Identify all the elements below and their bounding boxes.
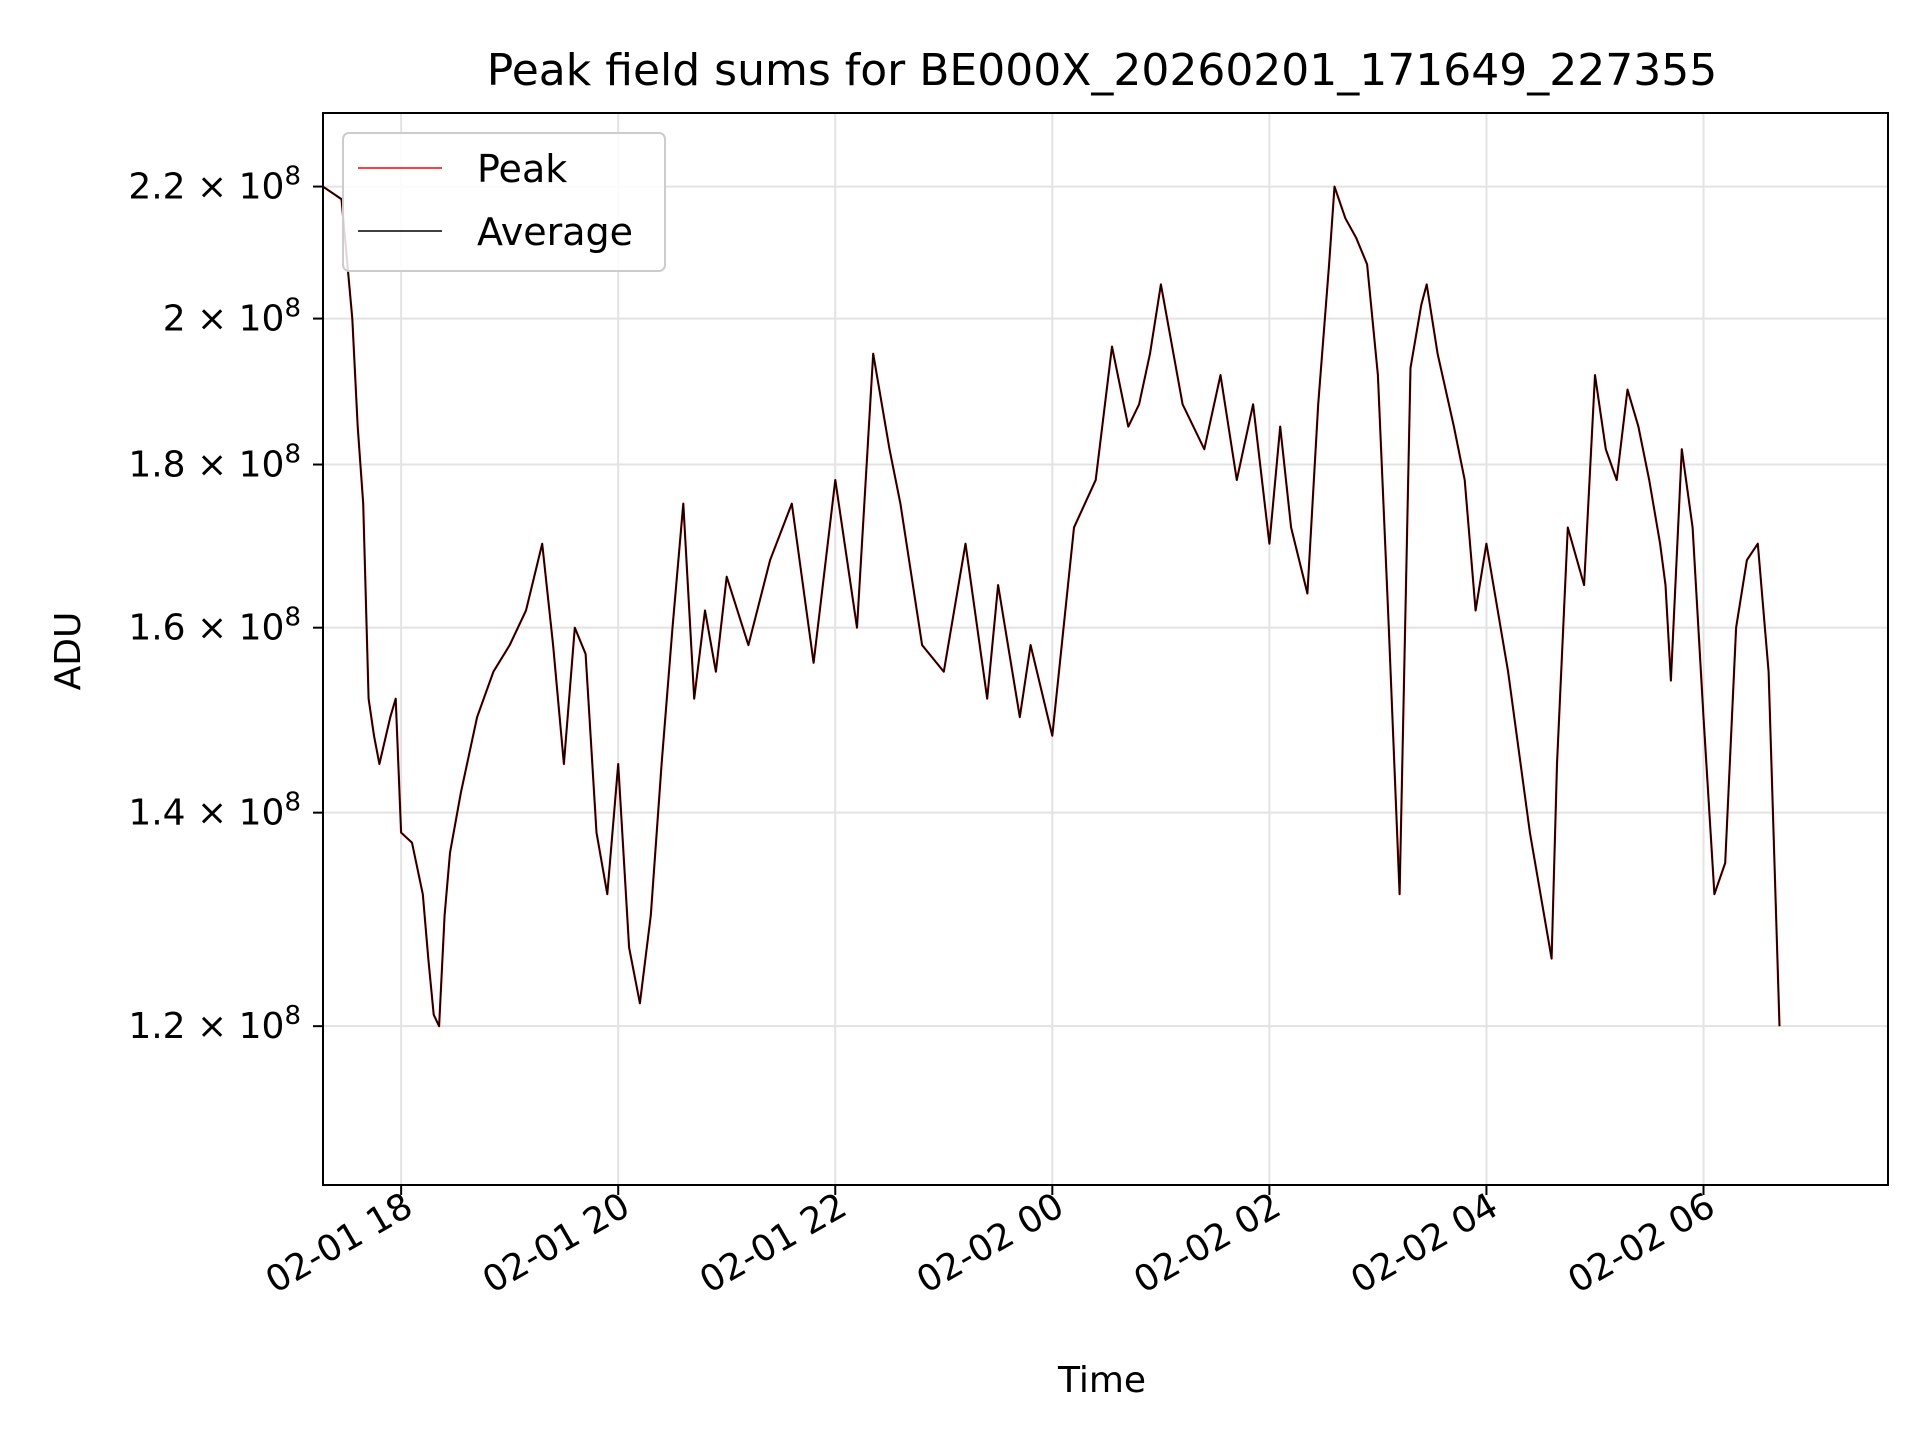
chart-title: Peak field sums for BE000X_20260201_1716…: [487, 45, 1717, 96]
x-tick-label: 02-01 20: [476, 1185, 637, 1301]
legend-label-average: Average: [477, 210, 633, 254]
y-tick-times: × 10: [186, 167, 285, 208]
series-line-average: [323, 185, 1781, 1027]
y-tick-times: × 10: [186, 793, 285, 834]
y-tick-mantissa: 1.8: [128, 445, 185, 486]
y-tick-mantissa: 2: [163, 299, 186, 340]
x-tick-label: 02-01 18: [259, 1185, 420, 1301]
x-tick-label: 02-02 06: [1561, 1185, 1722, 1301]
x-tick-label: 02-01 22: [693, 1185, 854, 1301]
x-tick-label: 02-02 02: [1127, 1185, 1288, 1301]
y-tick-times: × 10: [186, 1006, 285, 1047]
y-tick-label: 2 × 108: [163, 294, 301, 340]
y-tick-times: × 10: [186, 299, 285, 340]
y-tick-label: 1.4 × 108: [128, 788, 301, 834]
y-tick-times: × 10: [186, 445, 285, 486]
legend: Peak Average: [342, 132, 666, 272]
y-tick-exponent: 8: [284, 1001, 301, 1031]
x-axis-label: Time: [1057, 1360, 1146, 1401]
y-tick-exponent: 8: [284, 162, 301, 192]
plot-frame: [322, 112, 1889, 1186]
y-tick-exponent: 8: [284, 294, 301, 324]
y-tick-exponent: 8: [284, 788, 301, 818]
grid: [323, 113, 1888, 1185]
y-tick-label: 2.2 × 108: [128, 162, 301, 208]
x-tick-label: 02-02 04: [1344, 1185, 1505, 1301]
y-tick-label: 1.2 × 108: [128, 1001, 301, 1047]
series-line-peak: [323, 185, 1781, 1028]
series-layer: [323, 185, 1781, 1028]
y-tick-label: 1.8 × 108: [128, 440, 301, 486]
y-tick-mantissa: 1.2: [128, 1006, 185, 1047]
y-tick-exponent: 8: [284, 440, 301, 470]
series-group: [323, 185, 1781, 1028]
y-tick-label: 1.6 × 108: [128, 603, 301, 649]
x-tick-label: 02-02 00: [910, 1185, 1071, 1301]
y-tick-mantissa: 1.6: [128, 608, 185, 649]
x-axis: 02-01 18 02-01 20 02-01 22 02-02 00 02-02 02…: [259, 1185, 1722, 1302]
y-tick-times: × 10: [186, 608, 285, 649]
legend-label-peak: Peak: [477, 147, 567, 191]
y-tick-exponent: 8: [284, 603, 301, 633]
y-axis-label: ADU: [48, 612, 89, 691]
y-tick-mantissa: 2.2: [128, 167, 185, 208]
y-tick-mantissa: 1.4: [128, 793, 185, 834]
